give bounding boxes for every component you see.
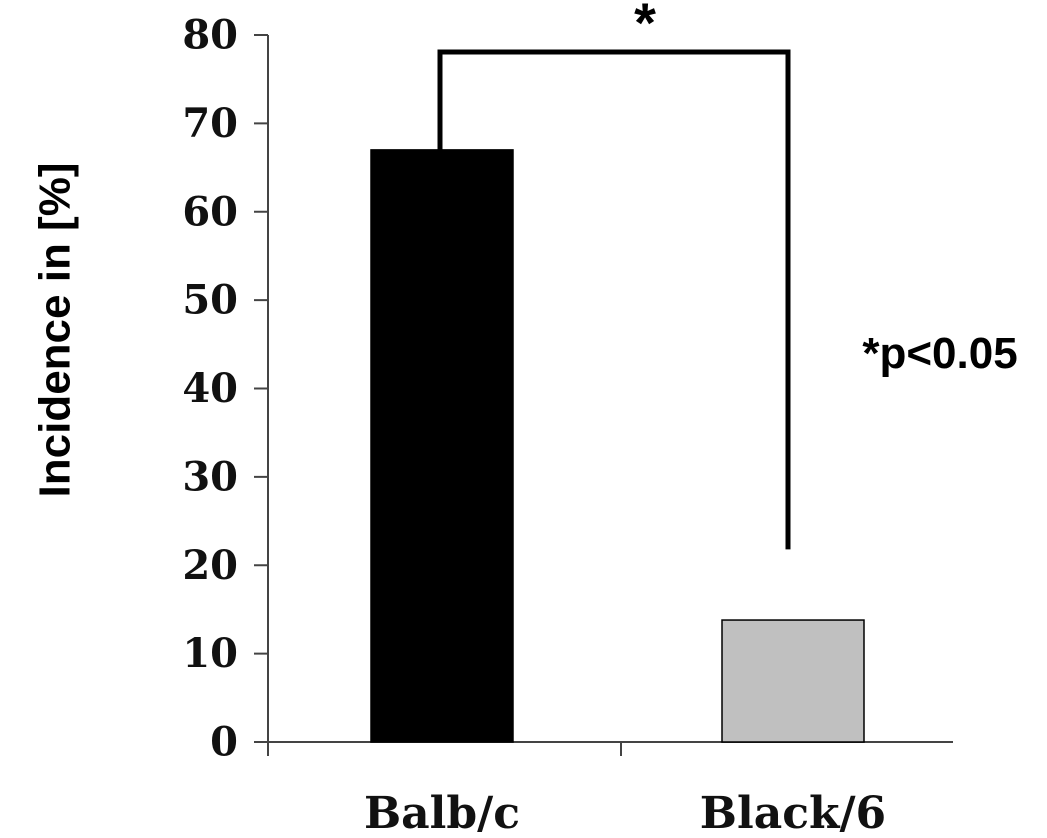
y-tick-label: 0 bbox=[210, 719, 238, 766]
x-tick-label: Black/6 bbox=[700, 788, 886, 838]
y-axis-label: Incidence in [%] bbox=[31, 163, 80, 498]
y-tick-label: 50 bbox=[182, 277, 238, 324]
x-tick-labels: Balb/c Black/6 bbox=[364, 788, 886, 838]
x-tick-label: Balb/c bbox=[364, 788, 520, 838]
y-tick-label: 60 bbox=[182, 188, 238, 235]
y-tick-label: 10 bbox=[182, 630, 238, 677]
significance-bracket: * bbox=[437, 0, 791, 550]
y-ticks: 0 10 20 30 40 50 60 70 80 bbox=[182, 12, 268, 766]
y-tick-label: 20 bbox=[182, 542, 238, 589]
significance-bracket-line bbox=[437, 49, 791, 550]
p-value-note: *p<0.05 bbox=[862, 329, 1017, 378]
y-tick-label: 40 bbox=[182, 365, 238, 412]
bar-black-6 bbox=[721, 619, 865, 743]
bar-balb-c bbox=[370, 149, 514, 743]
bars bbox=[370, 149, 865, 743]
significance-asterisk: * bbox=[634, 0, 656, 54]
y-tick-label: 30 bbox=[182, 453, 238, 500]
y-tick-label: 80 bbox=[182, 12, 238, 59]
y-tick-label: 70 bbox=[182, 100, 238, 147]
